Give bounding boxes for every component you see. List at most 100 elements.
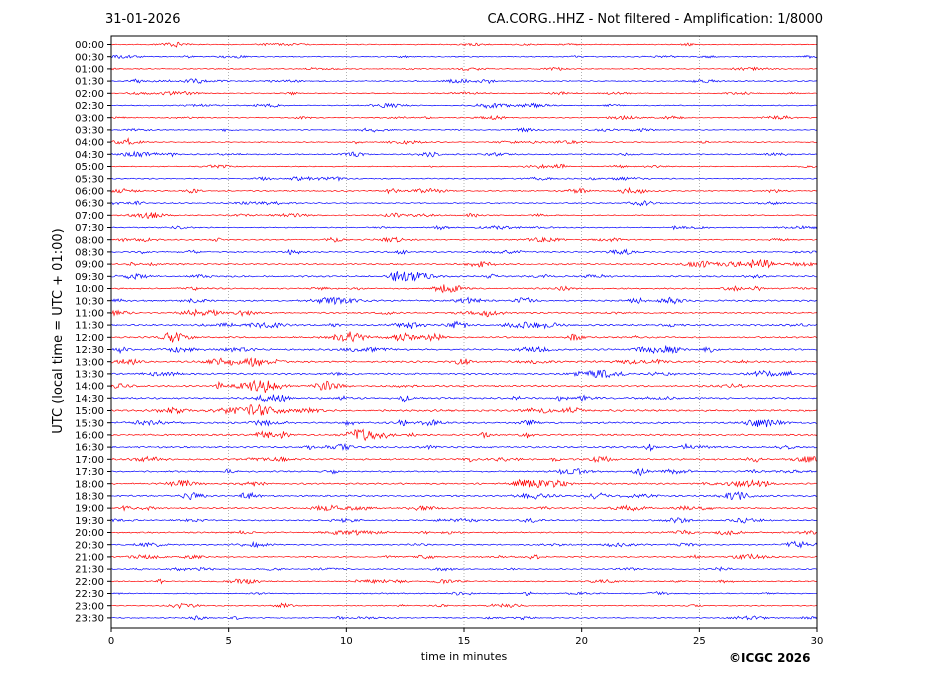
trace-0730 xyxy=(110,224,818,231)
trace-1400 xyxy=(110,379,818,393)
y-tick-label: 07:00 xyxy=(75,211,104,222)
trace-1730 xyxy=(110,467,818,477)
trace-1000 xyxy=(110,284,818,294)
trace-1900 xyxy=(110,504,818,512)
trace-1100 xyxy=(110,308,818,318)
y-tick-label: 19:30 xyxy=(75,516,104,527)
trace-0230 xyxy=(110,102,818,110)
trace-1030 xyxy=(110,296,818,306)
chart-title: CA.CORG..HHZ - Not filtered - Amplificat… xyxy=(487,12,823,27)
y-tick-label: 10:30 xyxy=(75,296,104,307)
y-tick-label: 00:00 xyxy=(75,40,104,51)
trace-2300 xyxy=(110,602,818,610)
y-tick-label: 07:30 xyxy=(75,223,104,234)
x-axis-label: time in minutes xyxy=(421,650,508,663)
trace-1300 xyxy=(110,357,818,367)
trace-0800 xyxy=(110,236,818,243)
y-tick-label: 02:00 xyxy=(75,89,104,100)
y-tick-label: 09:00 xyxy=(75,260,104,271)
trace-2330 xyxy=(110,615,818,621)
y-tick-label: 14:30 xyxy=(75,394,104,405)
trace-1800 xyxy=(110,478,818,488)
seismic-traces xyxy=(110,41,818,621)
x-tick-label: 30 xyxy=(811,636,824,647)
trace-1600 xyxy=(110,428,818,442)
trace-1930 xyxy=(110,517,818,524)
y-tick-label: 16:00 xyxy=(75,431,104,442)
plot-frame xyxy=(110,35,818,629)
y-tick-label: 05:30 xyxy=(75,174,104,185)
trace-0300 xyxy=(110,114,818,120)
y-axis-label: UTC (local time = UTC + 01:00) xyxy=(51,228,66,433)
trace-1830 xyxy=(110,491,818,500)
y-tick-label: 04:30 xyxy=(75,150,104,161)
trace-1330 xyxy=(110,369,818,379)
y-tick-label: 23:00 xyxy=(75,601,104,612)
trace-0330 xyxy=(110,127,818,133)
trace-0930 xyxy=(110,271,818,282)
y-tick-label: 21:30 xyxy=(75,565,104,576)
y-tick-label: 06:00 xyxy=(75,187,104,198)
trace-0200 xyxy=(110,90,818,96)
trace-1630 xyxy=(110,442,818,452)
trace-1530 xyxy=(110,419,818,428)
x-axis-ticks: 0 5 10 15 20 25 30 xyxy=(108,628,824,647)
x-tick-label: 10 xyxy=(340,636,353,647)
y-tick-label: 16:30 xyxy=(75,443,104,454)
y-tick-label: 15:30 xyxy=(75,418,104,429)
copyright-label: ©ICGC 2026 xyxy=(729,651,811,665)
y-tick-label: 12:00 xyxy=(75,333,104,344)
x-tick-label: 0 xyxy=(108,636,114,647)
trace-0700 xyxy=(110,212,818,219)
trace-0900 xyxy=(110,258,818,269)
trace-0100 xyxy=(110,66,818,72)
y-tick-label: 20:30 xyxy=(75,540,104,551)
y-tick-label: 08:30 xyxy=(75,248,104,259)
trace-0530 xyxy=(110,176,818,182)
y-tick-label: 22:00 xyxy=(75,577,104,588)
trace-0830 xyxy=(110,248,818,255)
y-tick-label: 22:30 xyxy=(75,589,104,600)
y-tick-label: 18:00 xyxy=(75,479,104,490)
trace-0130 xyxy=(111,78,818,85)
x-tick-label: 5 xyxy=(225,636,231,647)
y-tick-label: 11:30 xyxy=(75,321,104,332)
y-tick-label: 00:30 xyxy=(75,52,104,63)
trace-0030 xyxy=(110,54,818,59)
trace-1430 xyxy=(110,394,818,403)
trace-2130 xyxy=(110,566,818,572)
trace-0400 xyxy=(110,137,818,146)
trace-1230 xyxy=(110,345,818,355)
y-tick-label: 04:00 xyxy=(75,138,104,149)
trace-0430 xyxy=(110,150,818,158)
y-tick-label: 14:00 xyxy=(75,382,104,393)
y-tick-label: 09:30 xyxy=(75,272,104,283)
trace-0630 xyxy=(110,200,818,207)
y-tick-label: 21:00 xyxy=(75,553,104,564)
trace-1200 xyxy=(110,331,818,343)
trace-2200 xyxy=(110,578,818,585)
y-tick-label: 13:00 xyxy=(75,357,104,368)
y-tick-label: 15:00 xyxy=(75,406,104,417)
trace-0000 xyxy=(110,41,818,48)
x-tick-label: 25 xyxy=(693,636,706,647)
y-tick-label: 23:30 xyxy=(75,614,104,625)
y-tick-label: 08:00 xyxy=(75,235,104,246)
y-tick-label: 11:00 xyxy=(75,309,104,320)
trace-1130 xyxy=(110,320,818,330)
trace-2230 xyxy=(110,591,818,596)
trace-1700 xyxy=(110,455,818,464)
y-tick-label: 13:30 xyxy=(75,370,104,381)
y-tick-label: 20:00 xyxy=(75,528,104,539)
trace-2030 xyxy=(110,540,818,549)
trace-2000 xyxy=(110,529,818,536)
y-tick-label: 03:00 xyxy=(75,113,104,124)
trace-2100 xyxy=(110,553,818,561)
trace-1500 xyxy=(110,403,818,416)
y-tick-label: 01:00 xyxy=(75,65,104,76)
y-tick-label: 03:30 xyxy=(75,126,104,137)
x-tick-label: 20 xyxy=(575,636,588,647)
trace-0600 xyxy=(110,186,818,195)
y-tick-label: 12:30 xyxy=(75,345,104,356)
